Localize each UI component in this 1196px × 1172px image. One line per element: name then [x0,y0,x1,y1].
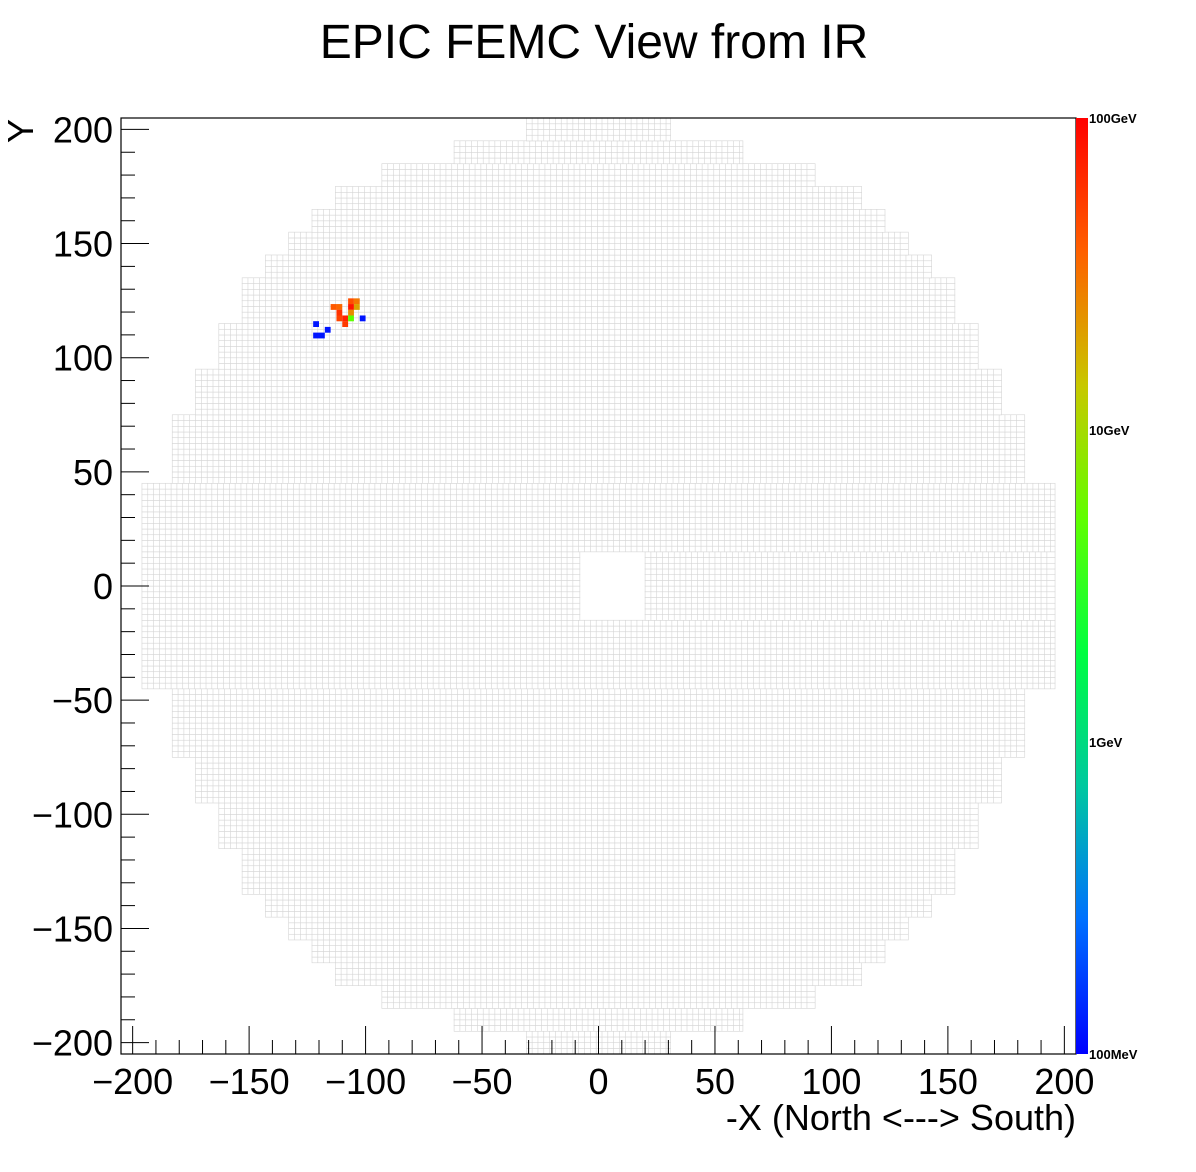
cell-row [454,1008,743,1014]
cell-row [312,957,885,963]
cell-row [219,809,978,815]
cell-row [312,946,885,952]
cell-row [335,968,861,974]
cell-row [196,786,1002,792]
cell-row [382,1003,815,1009]
cell-row [312,951,885,957]
cell-row [219,803,978,809]
cell-row [265,906,931,912]
cell-row [454,1020,743,1026]
cell-row [219,814,978,820]
cell-row [335,974,861,980]
cell-row [265,911,931,917]
cell-row [382,997,815,1003]
cell-row [219,820,978,826]
cell-row [196,791,1002,797]
cell-row [196,797,1002,803]
cell-row [265,900,931,906]
cell-row [196,780,1002,786]
cell-row [382,986,815,992]
cell-row [312,940,885,946]
cell-row [335,980,861,986]
cell-row [219,826,978,832]
cell-row [196,769,1002,775]
cell-row [335,963,861,969]
cell-row [219,837,978,843]
cell-row [454,1014,743,1020]
cell-row [265,894,931,900]
chart-title: EPIC FEMC View from IR [320,16,869,69]
cell-row [196,774,1002,780]
detector-cells [142,118,1055,1054]
cell-row [219,843,978,849]
cell-row [219,831,978,837]
cell-row [382,991,815,997]
